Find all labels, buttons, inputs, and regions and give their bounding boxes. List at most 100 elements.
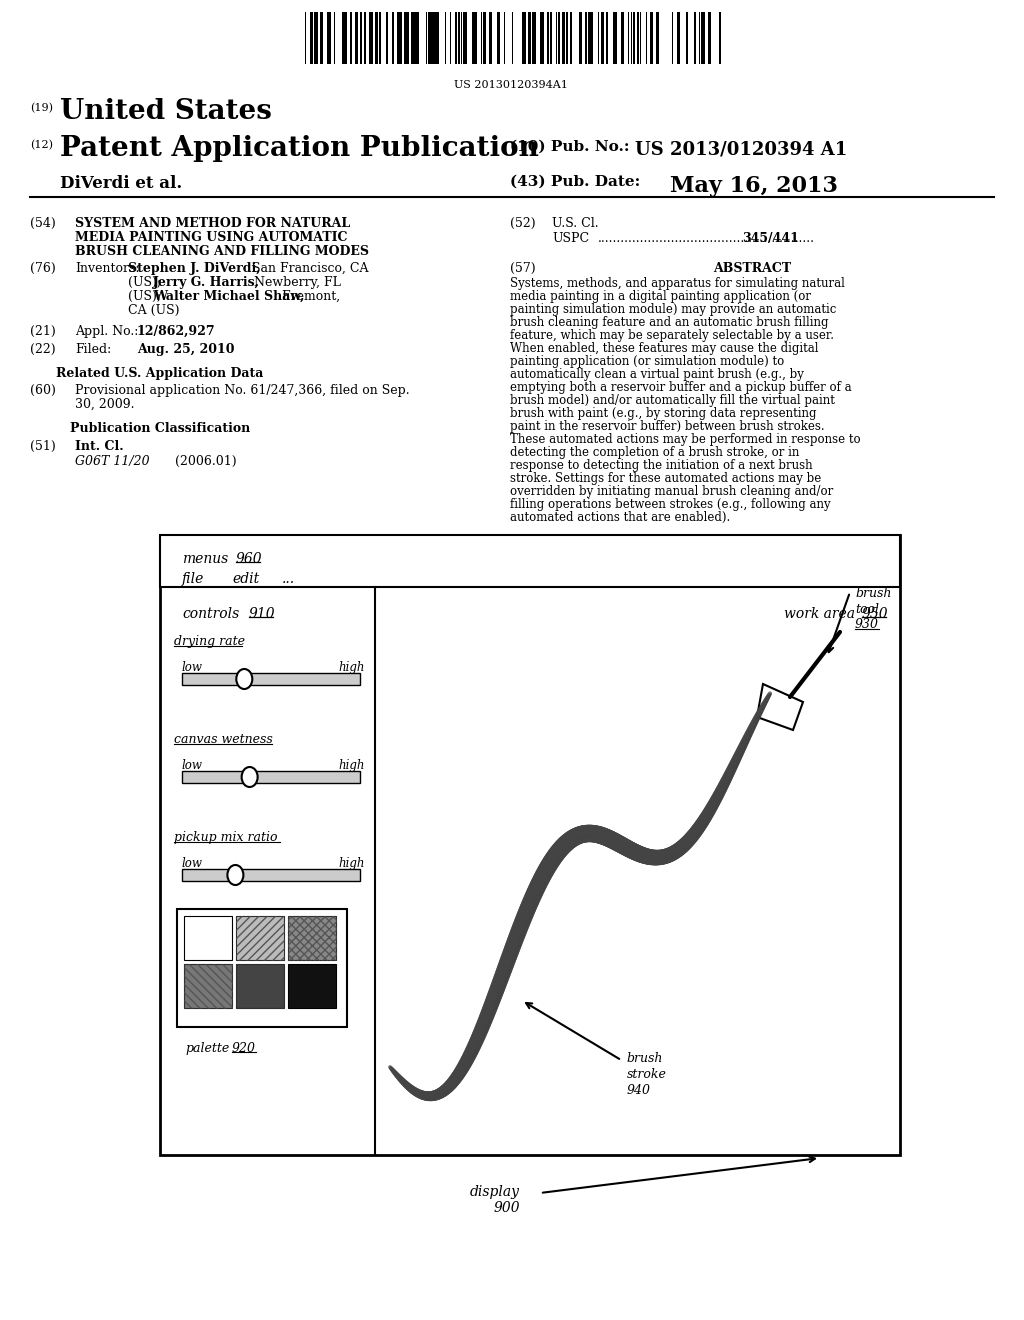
- Text: 920: 920: [232, 1041, 256, 1055]
- Text: 960: 960: [236, 552, 262, 566]
- Text: palette: palette: [185, 1041, 229, 1055]
- Text: Systems, methods, and apparatus for simulating natural: Systems, methods, and apparatus for simu…: [510, 277, 845, 290]
- Text: These automated actions may be performed in response to: These automated actions may be performed…: [510, 433, 860, 446]
- Text: work area: work area: [784, 607, 855, 620]
- Text: high: high: [338, 857, 365, 870]
- Bar: [633, 12, 635, 63]
- Text: 930: 930: [855, 618, 879, 631]
- Text: brush: brush: [627, 1052, 664, 1065]
- Bar: [701, 12, 705, 63]
- Text: menus: menus: [182, 552, 228, 566]
- Bar: [589, 12, 591, 63]
- Bar: [355, 12, 357, 63]
- Bar: [431, 12, 433, 63]
- Text: (76): (76): [30, 261, 55, 275]
- Text: BRUSH CLEANING AND FILLING MODES: BRUSH CLEANING AND FILLING MODES: [75, 246, 369, 257]
- Text: filling operations between strokes (e.g., following any: filling operations between strokes (e.g.…: [510, 498, 830, 511]
- Text: overridden by initiating manual brush cleaning and/or: overridden by initiating manual brush cl…: [510, 484, 834, 498]
- Bar: [288, 916, 336, 960]
- Text: Inventors:: Inventors:: [75, 261, 139, 275]
- Bar: [484, 12, 486, 63]
- Text: Related U.S. Application Data: Related U.S. Application Data: [56, 367, 264, 380]
- Bar: [321, 12, 323, 63]
- Text: ...: ...: [282, 572, 295, 586]
- Text: brush: brush: [855, 587, 891, 601]
- Bar: [288, 964, 336, 1008]
- Bar: [708, 12, 710, 63]
- Bar: [579, 12, 582, 63]
- Text: Aug. 25, 2010: Aug. 25, 2010: [137, 343, 234, 356]
- Bar: [182, 869, 360, 880]
- Text: stroke. Settings for these automated actions may be: stroke. Settings for these automated act…: [510, 473, 821, 484]
- Bar: [364, 12, 366, 63]
- Text: When enabled, these features may cause the digital: When enabled, these features may cause t…: [510, 342, 818, 355]
- Text: (2006.01): (2006.01): [175, 455, 237, 469]
- Text: high: high: [338, 661, 365, 675]
- Text: display: display: [470, 1185, 520, 1199]
- Bar: [550, 12, 552, 63]
- Text: U.S. Cl.: U.S. Cl.: [552, 216, 599, 230]
- Text: Int. Cl.: Int. Cl.: [75, 440, 124, 453]
- Text: SYSTEM AND METHOD FOR NATURAL: SYSTEM AND METHOD FOR NATURAL: [75, 216, 350, 230]
- Text: tool: tool: [855, 603, 879, 616]
- Text: (19): (19): [30, 103, 53, 114]
- Text: brush with paint (e.g., by storing data representing: brush with paint (e.g., by storing data …: [510, 407, 816, 420]
- Bar: [534, 12, 536, 63]
- Bar: [428, 12, 430, 63]
- Text: Publication Classification: Publication Classification: [70, 422, 250, 436]
- Text: USPC: USPC: [552, 232, 589, 246]
- Text: (US);: (US);: [128, 290, 165, 304]
- Bar: [412, 12, 415, 63]
- Bar: [566, 12, 568, 63]
- Text: (43) Pub. Date:: (43) Pub. Date:: [510, 176, 640, 189]
- Text: brush model) and/or automatically fill the virtual paint: brush model) and/or automatically fill t…: [510, 393, 835, 407]
- Text: (57): (57): [510, 261, 536, 275]
- Text: US 2013/0120394 A1: US 2013/0120394 A1: [635, 140, 847, 158]
- Bar: [591, 12, 593, 63]
- Bar: [184, 964, 232, 1008]
- Text: low: low: [182, 661, 203, 675]
- Text: file: file: [182, 572, 205, 586]
- Text: Jerry G. Harris,: Jerry G. Harris,: [153, 276, 260, 289]
- Bar: [686, 12, 688, 63]
- Bar: [522, 12, 524, 63]
- Text: Newberry, FL: Newberry, FL: [250, 276, 341, 289]
- Bar: [345, 12, 347, 63]
- Bar: [236, 916, 284, 960]
- Text: media painting in a digital painting application (or: media painting in a digital painting app…: [510, 290, 811, 304]
- Bar: [416, 12, 419, 63]
- Bar: [474, 12, 477, 63]
- Bar: [455, 12, 457, 63]
- Text: Appl. No.:: Appl. No.:: [75, 325, 138, 338]
- Text: Stephen J. DiVerdi,: Stephen J. DiVerdi,: [128, 261, 261, 275]
- Bar: [184, 916, 232, 960]
- Bar: [532, 12, 534, 63]
- Text: painting application (or simulation module) to: painting application (or simulation modu…: [510, 355, 784, 368]
- Text: high: high: [338, 759, 365, 772]
- Text: United States: United States: [60, 98, 272, 125]
- Text: (54): (54): [30, 216, 55, 230]
- Bar: [236, 964, 284, 1008]
- Bar: [606, 12, 608, 63]
- Text: (60): (60): [30, 384, 56, 397]
- Text: San Francisco, CA: San Francisco, CA: [248, 261, 369, 275]
- Text: detecting the completion of a brush stroke, or in: detecting the completion of a brush stro…: [510, 446, 800, 459]
- Text: feature, which may be separately selectable by a user.: feature, which may be separately selecta…: [510, 329, 834, 342]
- Text: 345/441: 345/441: [742, 232, 799, 246]
- Text: automatically clean a virtual paint brush (e.g., by: automatically clean a virtual paint brus…: [510, 368, 804, 381]
- Text: controls: controls: [182, 607, 240, 620]
- Bar: [719, 12, 721, 63]
- Ellipse shape: [227, 865, 244, 884]
- Bar: [601, 12, 604, 63]
- Text: ABSTRACT: ABSTRACT: [713, 261, 792, 275]
- Bar: [369, 12, 371, 63]
- Bar: [399, 12, 402, 63]
- Text: (21): (21): [30, 325, 55, 338]
- Text: 900: 900: [494, 1201, 520, 1214]
- Bar: [328, 12, 330, 63]
- Text: 12/862,927: 12/862,927: [137, 325, 216, 338]
- Text: May 16, 2013: May 16, 2013: [670, 176, 838, 197]
- Bar: [656, 12, 659, 63]
- Bar: [236, 916, 284, 960]
- Text: 940: 940: [627, 1084, 650, 1097]
